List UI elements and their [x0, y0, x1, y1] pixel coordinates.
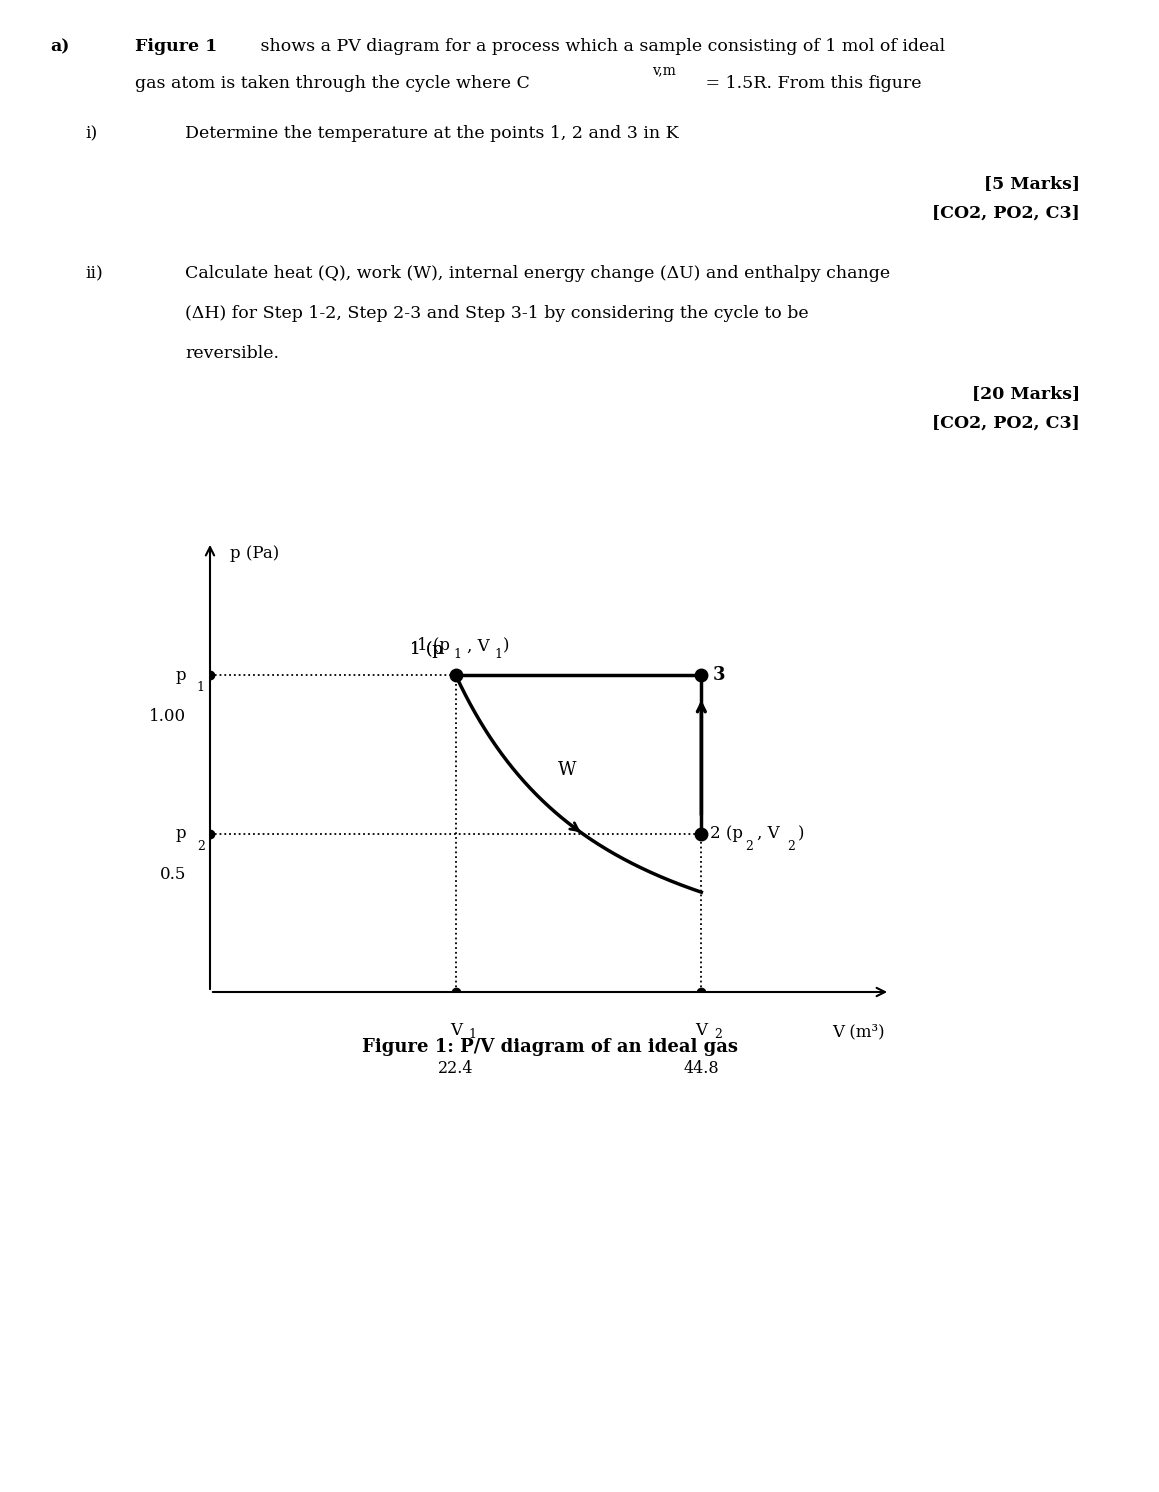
Text: i): i) — [85, 125, 97, 142]
Text: 2: 2 — [787, 840, 795, 853]
Text: 1 (p: 1 (p — [409, 640, 443, 658]
Text: Determine the temperature at the points 1, 2 and 3 in K: Determine the temperature at the points … — [185, 125, 679, 142]
Text: ): ) — [503, 637, 509, 655]
Text: [20 Marks]: [20 Marks] — [972, 385, 1080, 401]
Text: a): a) — [50, 37, 70, 55]
Text: 1: 1 — [494, 648, 502, 661]
Text: reversible.: reversible. — [185, 345, 279, 363]
Text: Figure 1: Figure 1 — [134, 37, 217, 55]
Text: [CO2, PO2, C3]: [CO2, PO2, C3] — [932, 415, 1080, 433]
Text: v,m: v,m — [653, 63, 676, 78]
Text: , V: , V — [467, 637, 489, 655]
Text: p (Pa): p (Pa) — [229, 545, 279, 562]
Text: 1: 1 — [197, 682, 205, 694]
Text: shows a PV diagram for a process which a sample consisting of 1 mol of ideal: shows a PV diagram for a process which a… — [255, 37, 945, 55]
Text: 2: 2 — [714, 1028, 722, 1041]
Text: , V: , V — [757, 825, 780, 841]
Text: 1.00: 1.00 — [148, 707, 185, 725]
Text: 1: 1 — [453, 648, 461, 661]
Text: [CO2, PO2, C3]: [CO2, PO2, C3] — [932, 204, 1080, 222]
Text: p: p — [175, 825, 185, 841]
Text: 2: 2 — [197, 840, 205, 853]
Text: Figure 1: P/V diagram of an ideal gas: Figure 1: P/V diagram of an ideal gas — [362, 1038, 738, 1056]
Text: ii): ii) — [85, 266, 103, 282]
Text: = 1.5R. From this figure: = 1.5R. From this figure — [700, 75, 921, 93]
Text: V: V — [450, 1022, 461, 1038]
Text: 1: 1 — [469, 1028, 476, 1041]
Text: V (m³): V (m³) — [832, 1024, 884, 1041]
Text: p: p — [175, 667, 185, 683]
Text: 2 (p: 2 (p — [710, 825, 743, 841]
Text: (ΔH) for Step 1-2, Step 2-3 and Step 3-1 by considering the cycle to be: (ΔH) for Step 1-2, Step 2-3 and Step 3-1… — [185, 304, 809, 322]
Text: 1 (p: 1 (p — [409, 640, 443, 658]
Text: gas atom is taken through the cycle where C: gas atom is taken through the cycle wher… — [134, 75, 530, 93]
Text: 2: 2 — [745, 840, 753, 853]
Text: ): ) — [797, 825, 804, 841]
Text: V: V — [695, 1022, 707, 1038]
Text: 44.8: 44.8 — [684, 1061, 720, 1077]
Text: 0.5: 0.5 — [160, 867, 185, 883]
Text: W: W — [559, 761, 577, 779]
Text: 3: 3 — [713, 665, 724, 685]
Text: Calculate heat (Q), work (W), internal energy change (ΔU) and enthalpy change: Calculate heat (Q), work (W), internal e… — [185, 266, 890, 282]
Text: 22.4: 22.4 — [438, 1061, 473, 1077]
Text: 1 (p: 1 (p — [417, 637, 450, 655]
Text: [5 Marks]: [5 Marks] — [984, 175, 1080, 192]
